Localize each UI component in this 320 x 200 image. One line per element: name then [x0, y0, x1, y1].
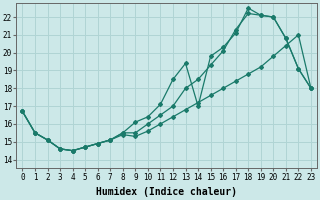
X-axis label: Humidex (Indice chaleur): Humidex (Indice chaleur)	[96, 187, 237, 197]
